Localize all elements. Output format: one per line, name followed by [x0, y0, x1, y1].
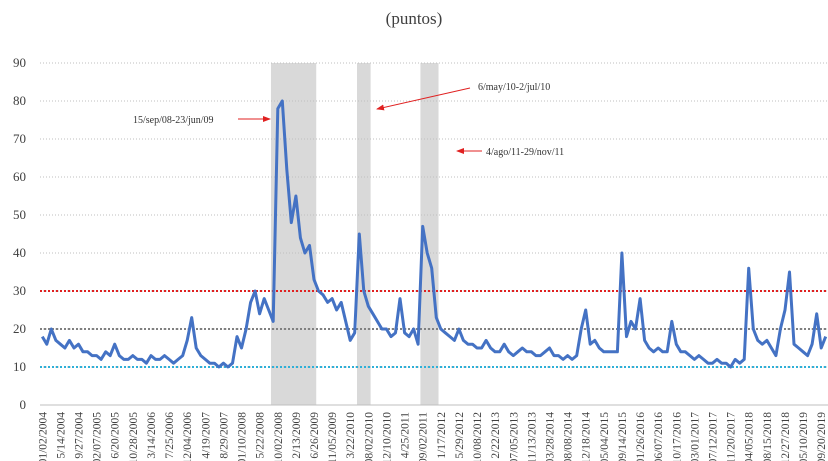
x-tick-label: 03/01/2017	[689, 412, 701, 461]
x-tick-label: 10/02/2008	[273, 412, 285, 461]
annotation: 4/ago/11-29/nov/11	[486, 147, 564, 158]
x-tick-label: 10/08/2012	[472, 412, 484, 461]
x-tick-label: 12/04/2006	[182, 412, 194, 461]
x-tick-label: 6/26/2009	[309, 412, 321, 459]
y-tick-label: 0	[20, 397, 27, 412]
x-tick-label: 7/25/2006	[164, 412, 176, 459]
x-tick-label: 6/20/2005	[110, 412, 122, 459]
x-tick-label: 5/22/2008	[255, 412, 267, 459]
x-tick-label: 05/10/2019	[798, 412, 810, 461]
x-tick-label: 11/13/2013	[526, 412, 538, 461]
shaded-period	[420, 63, 439, 405]
x-tick-label: 5/29/2012	[454, 412, 466, 459]
y-tick-label: 60	[13, 169, 26, 184]
x-tick-label: 1/17/2012	[436, 412, 448, 459]
x-tick-label: 12/10/2010	[381, 412, 393, 461]
x-tick-label: 09/14/2015	[617, 412, 629, 461]
x-tick-label: 09/20/2019	[816, 412, 828, 461]
y-tick-label: 90	[13, 55, 26, 70]
x-tick-label: 11/20/2017	[726, 412, 738, 461]
shaded-periods	[270, 63, 439, 405]
y-tick-label: 30	[13, 283, 26, 298]
x-tick-label: 01/02/2004	[37, 412, 49, 461]
annotation-arrow	[376, 87, 471, 111]
x-tick-label: 08/15/2018	[762, 412, 774, 461]
y-tick-label: 70	[13, 131, 26, 146]
x-tick-label: 02/07/2005	[92, 412, 104, 461]
x-tick-label: 11/05/2009	[327, 412, 339, 461]
x-tick-label: 04/05/2018	[744, 412, 756, 461]
x-tick-label: 06/07/2016	[653, 412, 665, 461]
annotation: 15/sep/08-23/jun/09	[133, 115, 214, 126]
y-tick-label: 10	[13, 359, 26, 374]
x-tick-label: 9/27/2004	[73, 412, 85, 459]
x-tick-label: 01/10/2008	[237, 412, 249, 461]
annotation: 6/may/10-2/jul/10	[478, 82, 550, 93]
x-tick-label: 3/14/2006	[146, 412, 158, 459]
x-tick-label: 07/12/2017	[708, 412, 720, 461]
y-tick-label: 80	[13, 93, 26, 108]
x-tick-label: 3/22/2010	[345, 412, 357, 459]
x-tick-label: 09/02/2011	[418, 412, 430, 461]
x-tick-label: 08/02/2010	[363, 412, 375, 461]
y-tick-label: 40	[13, 245, 26, 260]
x-tick-label: 10/17/2016	[671, 412, 683, 461]
x-tick-label: 08/08/2014	[563, 412, 575, 461]
data-line	[41, 99, 828, 369]
shaded-period	[357, 63, 371, 405]
x-tick-label: 4/25/2011	[400, 412, 412, 458]
y-tick-label: 50	[13, 207, 26, 222]
x-tick-label: 12/27/2018	[780, 412, 792, 461]
x-tick-label: 03/28/2014	[544, 412, 556, 461]
x-tick-label: 12/18/2014	[581, 412, 593, 461]
x-tick-label: 5/14/2004	[55, 412, 67, 459]
x-tick-label: 01/26/2016	[635, 412, 647, 461]
x-tick-label: 10/28/2005	[128, 412, 140, 461]
x-tick-label: 07/05/2013	[508, 412, 520, 461]
x-tick-label: 05/04/2015	[599, 412, 611, 461]
x-tick-label: 2/13/2009	[291, 412, 303, 459]
x-tick-label: 8/29/2007	[218, 412, 230, 459]
y-tick-label: 20	[13, 321, 26, 336]
x-tick-label: 4/19/2007	[200, 412, 212, 459]
x-tick-label: 2/22/2013	[490, 412, 502, 459]
chart-title: (puntos)	[386, 9, 443, 28]
